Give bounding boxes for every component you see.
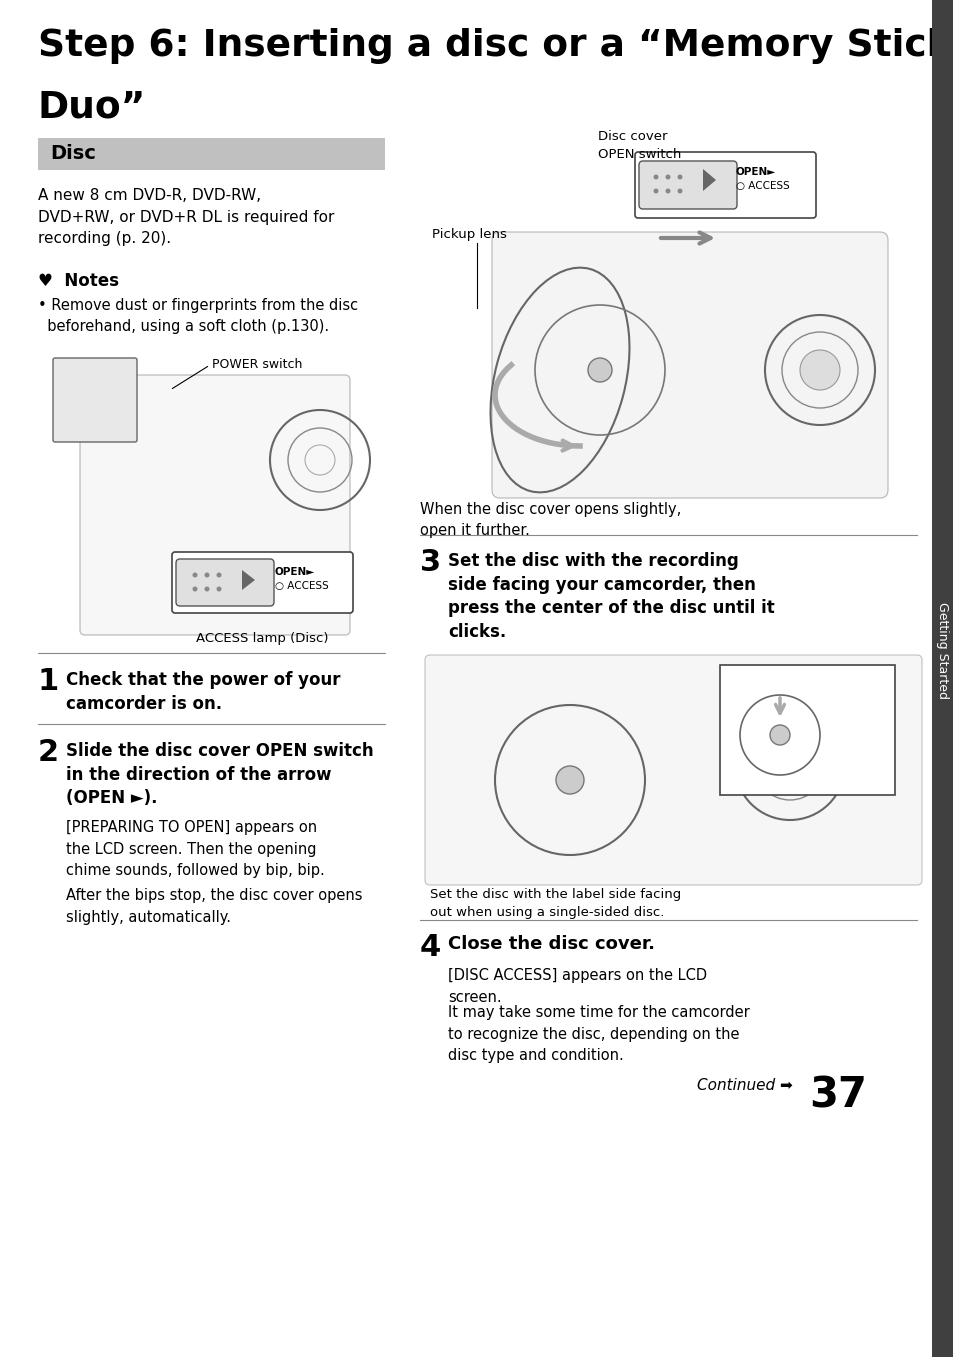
FancyBboxPatch shape	[175, 559, 274, 607]
Polygon shape	[702, 170, 716, 191]
Text: 37: 37	[808, 1073, 866, 1115]
Circle shape	[216, 573, 221, 578]
Circle shape	[556, 765, 583, 794]
Circle shape	[800, 350, 840, 389]
Text: 1: 1	[38, 668, 59, 696]
Circle shape	[587, 358, 612, 383]
Circle shape	[193, 573, 197, 578]
FancyBboxPatch shape	[53, 358, 137, 442]
Text: 2: 2	[38, 738, 59, 767]
Text: [DISC ACCESS] appears on the LCD
screen.: [DISC ACCESS] appears on the LCD screen.	[448, 968, 706, 1004]
Circle shape	[204, 573, 210, 578]
Text: Getting Started: Getting Started	[936, 601, 948, 699]
Circle shape	[665, 189, 670, 194]
FancyBboxPatch shape	[80, 375, 350, 635]
Text: Set the disc with the recording
side facing your camcorder, then
press the cente: Set the disc with the recording side fac…	[448, 552, 774, 641]
Text: 3: 3	[419, 548, 440, 577]
Text: A new 8 cm DVD-R, DVD-RW,
DVD+RW, or DVD+R DL is required for
recording (p. 20).: A new 8 cm DVD-R, DVD-RW, DVD+RW, or DVD…	[38, 189, 334, 246]
Text: Duo”: Duo”	[38, 90, 146, 126]
Text: After the bips stop, the disc cover opens
slightly, automatically.: After the bips stop, the disc cover open…	[66, 887, 362, 924]
Text: It may take some time for the camcorder
to recognize the disc, depending on the
: It may take some time for the camcorder …	[448, 1006, 749, 1063]
Circle shape	[193, 586, 197, 592]
Text: ○ ACCESS: ○ ACCESS	[274, 581, 329, 592]
FancyBboxPatch shape	[720, 665, 894, 795]
Text: ACCESS lamp (Disc): ACCESS lamp (Disc)	[196, 632, 329, 645]
Text: Pickup lens: Pickup lens	[432, 228, 506, 242]
Text: • Remove dust or fingerprints from the disc
  beforehand, using a soft cloth (p.: • Remove dust or fingerprints from the d…	[38, 299, 357, 334]
Text: ○ ACCESS: ○ ACCESS	[735, 180, 789, 191]
Circle shape	[677, 189, 681, 194]
Circle shape	[653, 189, 658, 194]
Circle shape	[677, 175, 681, 179]
Circle shape	[204, 586, 210, 592]
Circle shape	[769, 725, 789, 745]
Text: 4: 4	[419, 934, 441, 962]
Text: Check that the power of your
camcorder is on.: Check that the power of your camcorder i…	[66, 670, 340, 712]
FancyBboxPatch shape	[492, 232, 887, 498]
Bar	[931, 0, 953, 1357]
Text: Slide the disc cover OPEN switch
in the direction of the arrow
(OPEN ►).: Slide the disc cover OPEN switch in the …	[66, 742, 374, 807]
Text: OPEN►: OPEN►	[274, 567, 314, 577]
FancyBboxPatch shape	[635, 152, 815, 218]
Text: OPEN►: OPEN►	[735, 167, 776, 176]
Text: Continued ➡: Continued ➡	[697, 1077, 792, 1092]
Text: Set the disc with the label side facing
out when using a single-sided disc.: Set the disc with the label side facing …	[430, 887, 680, 919]
Polygon shape	[242, 570, 254, 590]
Text: POWER switch: POWER switch	[212, 358, 302, 372]
Circle shape	[665, 175, 670, 179]
FancyBboxPatch shape	[639, 161, 737, 209]
Circle shape	[216, 586, 221, 592]
Text: ♥  Notes: ♥ Notes	[38, 271, 119, 290]
FancyBboxPatch shape	[172, 552, 353, 613]
Text: Close the disc cover.: Close the disc cover.	[448, 935, 655, 953]
Text: Disc cover
OPEN switch: Disc cover OPEN switch	[598, 130, 680, 161]
FancyBboxPatch shape	[424, 655, 921, 885]
Circle shape	[653, 175, 658, 179]
Text: Step 6: Inserting a disc or a “Memory Stick: Step 6: Inserting a disc or a “Memory St…	[38, 28, 950, 64]
Text: When the disc cover opens slightly,
open it further.: When the disc cover opens slightly, open…	[419, 502, 680, 537]
Bar	[38, 138, 385, 170]
Text: [PREPARING TO OPEN] appears on
the LCD screen. Then the opening
chime sounds, fo: [PREPARING TO OPEN] appears on the LCD s…	[66, 820, 324, 878]
Text: Disc: Disc	[50, 144, 95, 163]
